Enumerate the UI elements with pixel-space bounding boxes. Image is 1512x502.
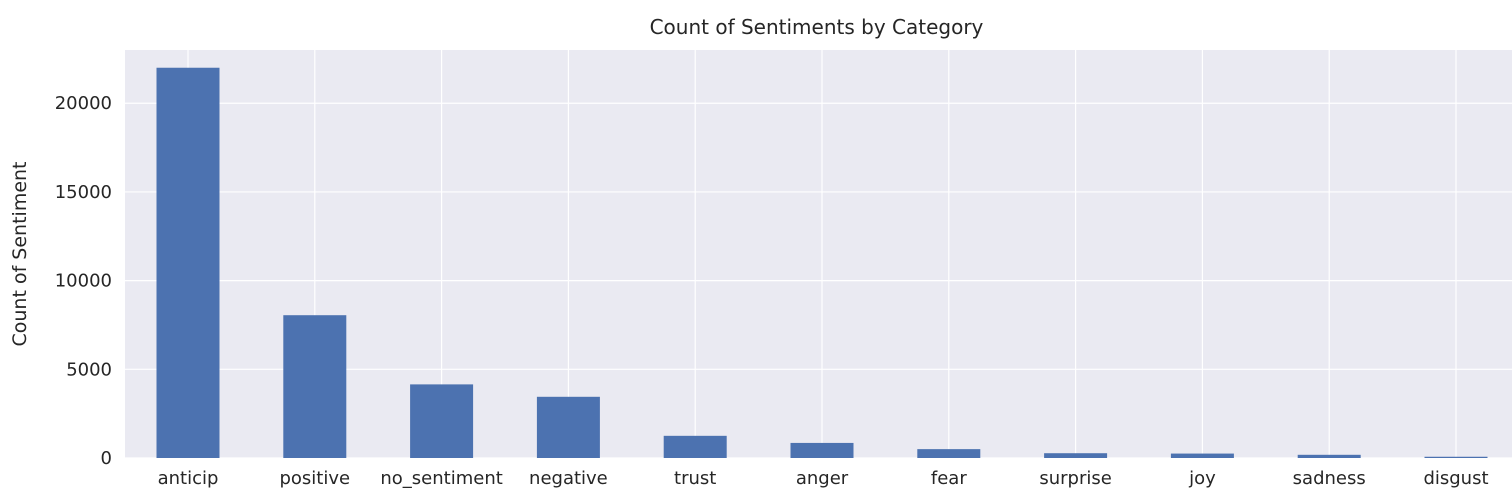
- y-tick-label: 20000: [55, 93, 112, 114]
- x-tick-label: positive: [279, 468, 350, 489]
- bar-disgust: [1424, 456, 1488, 458]
- x-tick-label: surprise: [1039, 468, 1111, 489]
- y-tick-label: 15000: [55, 182, 112, 203]
- x-tick-label: anticip: [158, 468, 219, 489]
- bar-fear: [917, 449, 981, 458]
- x-tick-label: anger: [796, 468, 849, 489]
- x-tick-label: sadness: [1293, 468, 1366, 489]
- x-tick-label: joy: [1188, 468, 1216, 489]
- bar-joy: [1170, 453, 1234, 458]
- bars: [156, 67, 1488, 458]
- x-tick-label: negative: [529, 468, 608, 489]
- bar-trust: [663, 435, 727, 458]
- grid-lines: [125, 50, 1512, 459]
- x-tick-label: fear: [931, 468, 967, 489]
- y-axis-ticks: 0 5000 10000 15000 20000: [55, 93, 112, 469]
- x-tick-label: no_sentiment: [380, 468, 502, 489]
- y-tick-label: 0: [101, 448, 112, 469]
- x-axis-ticks: anticip positive no_sentiment negative trust…: [158, 468, 1489, 489]
- bar-sadness: [1297, 454, 1361, 458]
- bar-surprise: [1044, 453, 1108, 458]
- bar-anticip: [156, 67, 220, 458]
- bar-positive: [283, 315, 347, 458]
- x-tick-label: disgust: [1423, 468, 1488, 489]
- chart-title: Count of Sentiments by Category: [650, 15, 984, 39]
- bar-negative: [536, 396, 600, 458]
- bar-no_sentiment: [410, 384, 474, 458]
- x-tick-label: trust: [674, 468, 716, 489]
- y-axis-label: Count of Sentiment: [9, 161, 31, 346]
- bar-anger: [790, 442, 854, 458]
- y-tick-label: 5000: [66, 359, 112, 380]
- y-tick-label: 10000: [55, 271, 112, 292]
- plot-area: [125, 50, 1512, 458]
